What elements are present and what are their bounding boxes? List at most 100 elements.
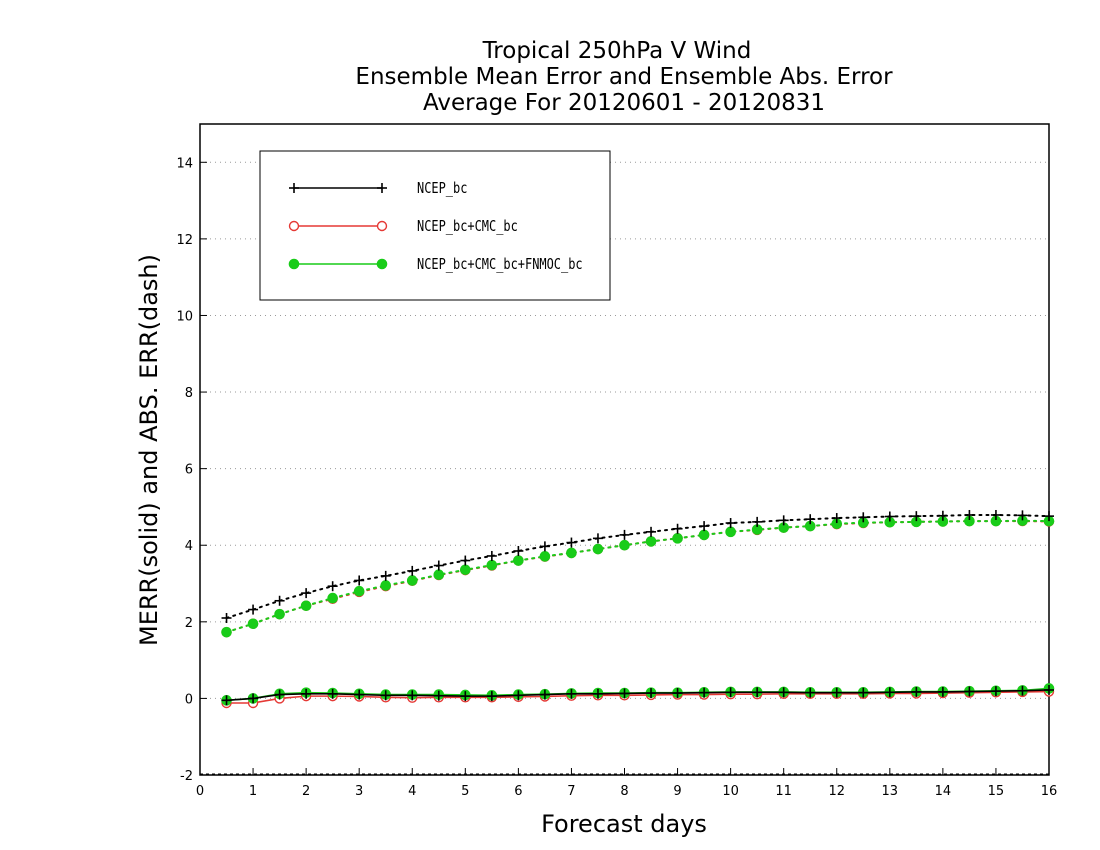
abs-err-point-ncep-bc-cmc-bc-fnmoc-bc: [645, 536, 657, 547]
merr-point-ncep-bc: [433, 690, 444, 701]
merr-point-ncep-bc: [407, 690, 418, 701]
y-tick-label: 6: [185, 463, 193, 478]
x-tick-label: 6: [514, 784, 522, 799]
x-tick-label: 12: [828, 784, 845, 799]
merr-point-ncep-bc: [752, 687, 763, 698]
merr-point-ncep-bc: [619, 688, 630, 699]
abs-err-point-ncep-bc: [274, 595, 285, 606]
series-lines: [221, 509, 1055, 709]
abs-err-point-ncep-bc: [831, 513, 842, 524]
chart-title-line-2: Ensemble Mean Error and Ensemble Abs. Er…: [355, 64, 893, 90]
abs-err-line-ncep-bc-cmc-bc-fnmoc-bc: [225, 519, 1050, 634]
abs-err-line-ncep-bc: [225, 513, 1050, 619]
legend-label: NCEP_bc+CMC_bc: [417, 217, 518, 235]
abs-err-point-ncep-bc: [221, 612, 232, 623]
merr-point-ncep-bc: [1044, 684, 1054, 695]
y-tick-label: -2: [180, 769, 193, 784]
x-tick-label: 13: [882, 784, 899, 799]
merr-point-ncep-bc: [274, 689, 285, 700]
merr-point-ncep-bc: [592, 688, 603, 699]
x-tick-label: 15: [988, 784, 1005, 799]
merr-point-ncep-bc: [937, 686, 948, 697]
legend-label: NCEP_bc+CMC_bc+FNMOC_bc: [417, 255, 583, 273]
abs-err-point-ncep-bc: [937, 510, 948, 521]
merr-point-ncep-bc: [805, 687, 816, 698]
abs-err-point-ncep-bc-cmc-bc-fnmoc-bc: [274, 608, 285, 620]
abs-err-point-ncep-bc: [1017, 510, 1028, 521]
x-tick-label: 1: [249, 784, 257, 799]
legend-marker: [376, 258, 388, 270]
merr-point-ncep-bc: [672, 688, 683, 699]
x-tick-label: 14: [935, 784, 952, 799]
abs-err-point-ncep-bc: [699, 521, 710, 532]
x-axis-label: Forecast days: [541, 810, 707, 838]
abs-err-point-ncep-bc: [964, 509, 975, 520]
merr-point-ncep-bc: [566, 688, 577, 699]
abs-err-point-ncep-bc: [805, 514, 816, 525]
abs-err-point-ncep-bc-cmc-bc-fnmoc-bc: [460, 564, 471, 576]
merr-point-ncep-bc: [911, 686, 922, 697]
abs-err-point-ncep-bc-cmc-bc-fnmoc-bc: [353, 585, 365, 597]
merr-point-ncep-bc: [831, 687, 842, 698]
abs-err-point-ncep-bc: [778, 515, 789, 526]
abs-err-point-ncep-bc: [911, 511, 922, 522]
legend-label: NCEP_bc: [417, 179, 467, 197]
abs-err-point-ncep-bc-cmc-bc-fnmoc-bc: [406, 575, 418, 586]
abs-err-point-ncep-bc: [433, 560, 444, 571]
merr-point-ncep-bc: [327, 688, 338, 699]
abs-err-point-ncep-bc: [725, 518, 736, 529]
y-tick-label: 4: [185, 539, 193, 554]
x-tick-label: 11: [775, 784, 792, 799]
abs-err-point-ncep-bc-cmc-bc-fnmoc-bc: [539, 551, 551, 562]
abs-err-point-ncep-bc-cmc-bc-fnmoc-bc: [221, 626, 232, 638]
legend-marker: [377, 183, 387, 193]
abs-err-point-ncep-bc-cmc-bc-fnmoc-bc: [592, 543, 604, 555]
merr-point-ncep-bc: [539, 689, 550, 700]
merr-point-ncep-bc: [1017, 685, 1028, 696]
legend-marker: [288, 220, 300, 232]
abs-err-point-ncep-bc: [858, 512, 869, 523]
abs-err-point-ncep-bc-cmc-bc-fnmoc-bc: [327, 592, 338, 604]
abs-err-point-ncep-bc: [566, 537, 577, 548]
merr-point-ncep-bc: [221, 695, 232, 706]
abs-err-point-ncep-bc-cmc-bc-fnmoc-bc: [247, 618, 259, 630]
abs-err-point-ncep-bc: [646, 526, 657, 537]
merr-point-ncep-bc: [990, 686, 1001, 697]
merr-point-ncep-bc: [301, 688, 312, 699]
legend-marker: [376, 220, 388, 232]
abs-err-point-ncep-bc: [990, 509, 1001, 520]
abs-err-point-ncep-bc: [486, 550, 497, 561]
abs-err-point-ncep-bc: [380, 570, 391, 581]
chart-title: Tropical 250hPa V Wind Ensemble Mean Err…: [355, 38, 893, 116]
abs-err-point-ncep-bc-cmc-bc-fnmoc-bc: [619, 539, 630, 551]
abs-err-point-ncep-bc: [327, 581, 338, 592]
abs-err-point-ncep-bc: [592, 533, 603, 544]
abs-err-point-ncep-bc: [248, 604, 259, 615]
x-tick-label: 5: [461, 784, 469, 799]
merr-point-ncep-bc: [380, 690, 391, 701]
abs-err-point-ncep-bc-cmc-bc-fnmoc-bc: [698, 529, 710, 541]
abs-err-point-ncep-bc-cmc-bc-fnmoc-bc: [380, 580, 392, 591]
abs-err-point-ncep-bc-cmc-bc-fnmoc-bc: [672, 533, 683, 544]
x-tick-label: 2: [302, 784, 310, 799]
abs-err-point-ncep-bc-cmc-bc-fnmoc-bc: [433, 569, 445, 581]
merr-point-ncep-bc: [248, 693, 259, 704]
abs-err-point-ncep-bc: [539, 541, 550, 552]
merr-point-ncep-bc: [354, 689, 365, 700]
merr-point-ncep-bc: [513, 690, 524, 701]
abs-err-point-ncep-bc-cmc-bc-fnmoc-bc: [566, 547, 577, 559]
x-tick-label: 3: [355, 784, 363, 799]
abs-err-point-ncep-bc: [884, 511, 895, 522]
abs-err-point-ncep-bc-cmc-bc-fnmoc-bc: [513, 555, 524, 566]
y-tick-label: 12: [176, 233, 193, 248]
y-tick-label: 2: [185, 616, 193, 631]
merr-point-ncep-bc: [646, 688, 657, 699]
merr-point-ncep-bc: [486, 691, 497, 702]
x-tick-label: 16: [1041, 784, 1058, 799]
abs-err-point-ncep-bc: [460, 555, 471, 566]
abs-err-line-ncep-bc-cmc-bc: [225, 520, 1050, 634]
abs-err-point-ncep-bc: [513, 545, 524, 556]
abs-err-point-ncep-bc-cmc-bc-fnmoc-bc: [486, 559, 498, 571]
